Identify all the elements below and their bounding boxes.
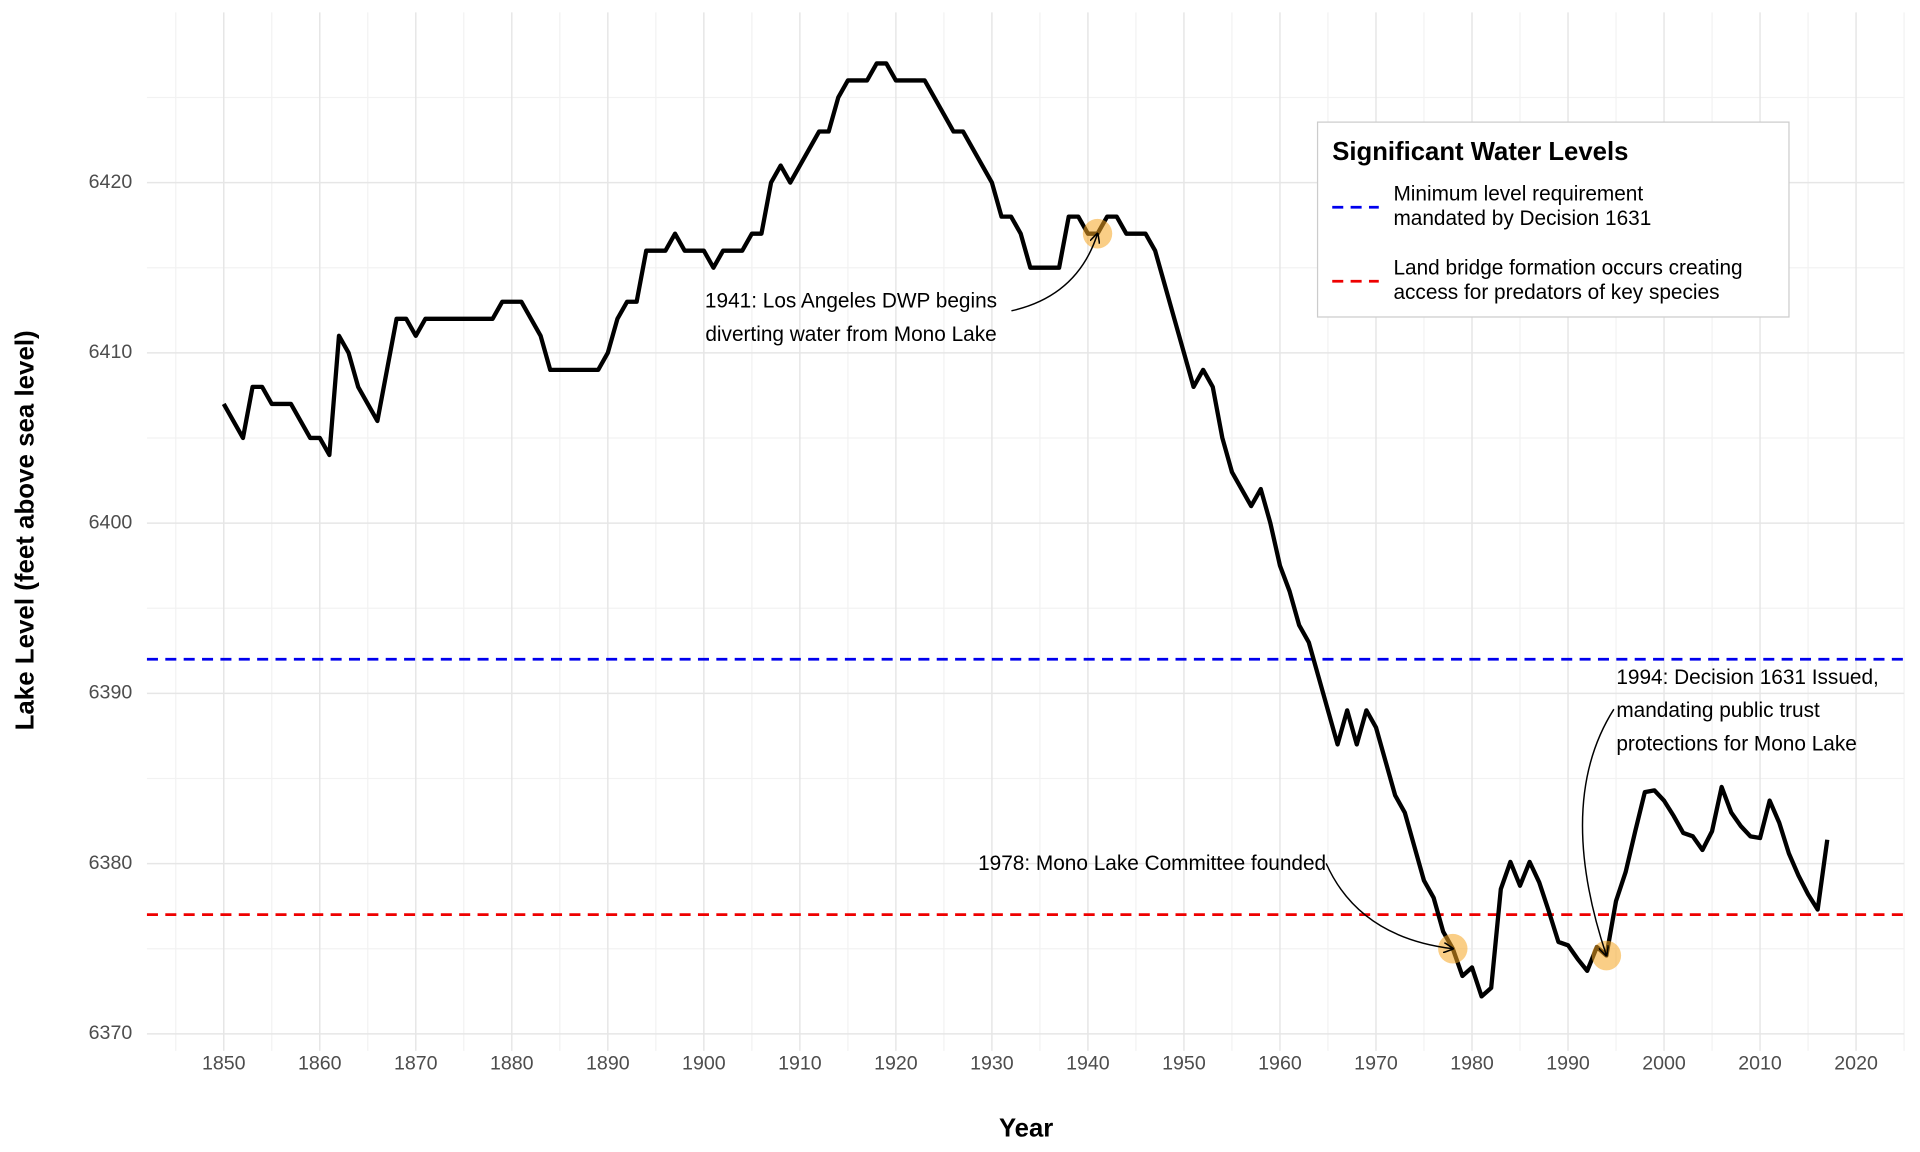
annotation-arrow — [1325, 863, 1453, 948]
legend-label: Minimum level requirement — [1393, 182, 1643, 205]
x-tick-label: 1860 — [298, 1053, 342, 1075]
annotation-arrow — [1581, 708, 1615, 955]
legend-label: access for predators of key species — [1393, 281, 1719, 304]
x-tick-label: 1870 — [394, 1053, 438, 1075]
x-tick-label: 1910 — [778, 1053, 822, 1075]
x-tick-label: 2010 — [1738, 1053, 1782, 1075]
annotation-text: diverting water from Mono Lake — [705, 323, 996, 346]
x-tick-label: 1940 — [1066, 1053, 1110, 1075]
y-tick-label: 6420 — [89, 171, 133, 193]
plot: 1941: Los Angeles DWP begins diverting wa… — [146, 61, 1905, 999]
x-tick-label: 1950 — [1162, 1053, 1206, 1075]
x-tick-label: 1990 — [1546, 1053, 1590, 1075]
y-tick-label: 6400 — [89, 511, 133, 533]
x-axis-title: Year — [999, 1115, 1053, 1143]
x-tick-label: 1930 — [970, 1053, 1014, 1075]
x-tick-label: 1900 — [682, 1053, 726, 1075]
x-tick-label: 1880 — [490, 1053, 534, 1075]
x-tick-label: 1890 — [586, 1053, 630, 1075]
y-tick-label: 6410 — [89, 341, 133, 363]
y-tick-label: 6390 — [89, 681, 133, 703]
legend: Significant Water Levels Minimum level r… — [1316, 121, 1790, 318]
x-tick-label: 2000 — [1642, 1053, 1686, 1075]
x-tick-label: 1960 — [1258, 1053, 1302, 1075]
y-axis-title: Lake Level (feet above sea level) — [12, 330, 40, 730]
x-tick-label: 1920 — [874, 1053, 918, 1075]
annotation-arrow — [1011, 234, 1097, 312]
annotation-text: 1978: Mono Lake Committee founded — [978, 852, 1326, 875]
y-tick-label: 6380 — [89, 852, 133, 874]
x-tick-label: 1850 — [202, 1053, 246, 1075]
y-tick-label: 6370 — [89, 1022, 133, 1044]
line-series — [221, 61, 1830, 999]
annotation-text: mandating public trust — [1616, 699, 1820, 722]
annotation-text: 1941: Los Angeles DWP begins — [705, 290, 997, 313]
legend-label: Land bridge formation occurs creating — [1393, 256, 1742, 279]
x-tick-label: 1980 — [1450, 1053, 1494, 1075]
legend-box — [1316, 121, 1790, 318]
x-tick-label: 1970 — [1354, 1053, 1398, 1075]
highlight-point — [1438, 933, 1468, 964]
annotation-text: protections for Mono Lake — [1616, 732, 1856, 755]
x-tick-label: 2020 — [1834, 1053, 1878, 1075]
annotation-text: 1994: Decision 1631 Issued, — [1616, 666, 1878, 689]
legend-label: mandated by Decision 1631 — [1393, 207, 1651, 230]
legend-title: Significant Water Levels — [1332, 138, 1628, 166]
